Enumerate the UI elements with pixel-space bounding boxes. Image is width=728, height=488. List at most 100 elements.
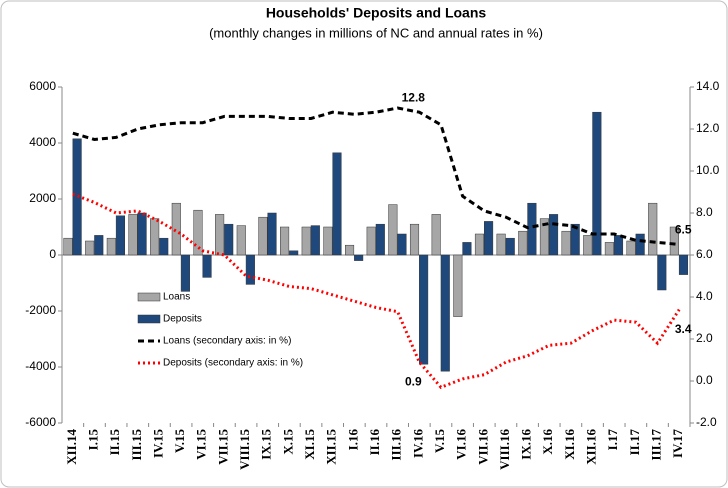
x-tick-label: IX.16 [519, 429, 534, 460]
bar [539, 218, 549, 256]
bar [397, 233, 407, 256]
bar [332, 152, 342, 256]
bar [280, 226, 290, 256]
x-tick-label: III.16 [389, 429, 404, 461]
bar [215, 214, 225, 256]
line-series [72, 192, 681, 390]
x-tick-label: II.15 [107, 429, 122, 456]
data-label: 6.5 [675, 223, 692, 237]
bar [366, 226, 376, 256]
bar [613, 235, 624, 256]
bar [583, 235, 593, 256]
bar [570, 223, 580, 256]
y-tick-label: -4000 [25, 359, 56, 373]
y2-tick-label: 10.0 [696, 163, 720, 177]
bar [267, 212, 277, 256]
x-tick-label: X.16 [540, 429, 555, 455]
data-label: 0.9 [405, 374, 422, 388]
bar [301, 226, 311, 256]
bar [592, 111, 602, 256]
x-tick-label: II.16 [367, 429, 382, 456]
x-tick-label: VIII.15 [237, 429, 252, 470]
y2-tick-label: 0.0 [696, 373, 713, 387]
x-tick-label: IV.15 [150, 429, 165, 459]
x-tick-label: I.15 [85, 429, 100, 451]
bar [440, 254, 450, 372]
x-tick-label: V.15 [172, 429, 187, 453]
x-tick-label: VI.16 [454, 429, 469, 460]
x-tick-label: VII.16 [475, 429, 490, 465]
bar [128, 214, 138, 256]
x-tick-label: XI.15 [302, 429, 317, 460]
bar [236, 225, 246, 256]
bar [150, 218, 160, 256]
y2-tick-label: 4.0 [696, 289, 713, 303]
bar [496, 233, 506, 256]
y-tick-label: 0 [49, 247, 56, 261]
bar [245, 254, 255, 285]
bar [669, 226, 679, 256]
x-tick-label: XII.14 [64, 429, 79, 465]
bar [323, 226, 333, 256]
y-tick-label: -2000 [25, 303, 56, 317]
x-tick-label: VIII.16 [497, 429, 512, 470]
y-tick-label: 6000 [29, 79, 56, 93]
x-tick-label: IV.16 [410, 429, 425, 459]
data-label: 12.8 [402, 90, 426, 104]
bar [635, 233, 645, 256]
bar [354, 254, 364, 261]
bar [224, 223, 234, 256]
x-tick-label: XII.16 [584, 429, 599, 465]
bar [657, 254, 667, 291]
bar [419, 254, 429, 365]
x-tick-label: VII.15 [215, 429, 230, 465]
bar [344, 244, 355, 256]
bar [106, 237, 116, 256]
x-tick-label: XII.15 [324, 429, 339, 465]
y-tick-label: -6000 [25, 415, 56, 429]
x-tick-label: XI.16 [562, 429, 577, 460]
bar [388, 204, 398, 256]
bar [474, 233, 485, 256]
bar [678, 254, 689, 275]
x-tick-label: III.17 [649, 429, 664, 461]
x-tick-label: II.17 [627, 429, 642, 456]
bar [193, 209, 203, 256]
y2-tick-label: 8.0 [696, 205, 713, 219]
chart-title: Households' Deposits and Loans [266, 5, 487, 21]
legend-swatch [137, 292, 161, 302]
bar [505, 237, 515, 256]
bar [94, 235, 104, 256]
bar [171, 202, 181, 256]
y2-tick-label: 6.0 [696, 247, 713, 261]
x-tick-label: IV.17 [670, 429, 685, 459]
bar [518, 230, 528, 256]
bar [202, 254, 212, 278]
bar [527, 202, 537, 256]
legend-label: Deposits (secondary axis: in %) [163, 358, 303, 369]
data-label: 3.4 [675, 322, 692, 336]
y-tick-label: 4000 [29, 135, 56, 149]
y2-tick-label: 2.0 [696, 331, 713, 345]
legend-label: Loans (secondary axis: in %) [163, 336, 291, 347]
y2-tick-label: 12.0 [696, 121, 720, 135]
legend-label: Loans [163, 292, 190, 303]
bar [289, 250, 299, 256]
y2-tick-label: -2.0 [696, 415, 717, 429]
bar [375, 223, 385, 256]
bar [137, 212, 147, 256]
x-tick-label: IX.15 [259, 429, 274, 460]
bar [63, 237, 73, 256]
bar [115, 215, 125, 256]
bar [604, 242, 614, 256]
bar [258, 216, 268, 256]
bar [462, 242, 472, 256]
x-tick-label: I.16 [345, 429, 360, 451]
bar [159, 237, 169, 256]
bar [548, 214, 559, 256]
bar [409, 223, 420, 256]
chart-subtitle: (monthly changes in millions of NC and a… [209, 25, 543, 40]
y2-tick-label: 14.0 [696, 79, 720, 93]
bar [484, 221, 494, 256]
